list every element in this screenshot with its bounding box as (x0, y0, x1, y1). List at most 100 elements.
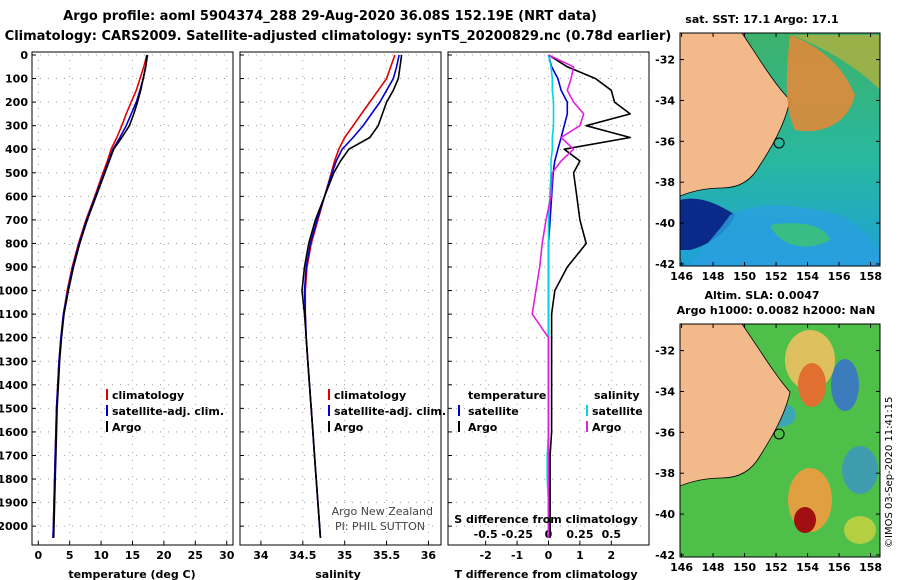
legend-title-salinity: salinity (594, 389, 640, 402)
s-tick-label: 0.5 (602, 528, 622, 541)
x-axes: 0 5 10 15 20 25 30 34 34.5 35 35.5 36 -2 -1 0 1 2 -0.5 -0.… (34, 528, 621, 562)
depth-tick-label: 1200 (0, 332, 28, 345)
x-tick-label: 34 (253, 549, 269, 562)
salinity-argo-line (301, 54, 403, 538)
depth-tick-label: 100 (5, 73, 28, 86)
s-tick-label: -0.25 (501, 528, 533, 541)
depth-tick-label: 900 (5, 261, 28, 274)
x-tick-label: -1 (511, 549, 523, 562)
legend-label-argo: Argo (334, 421, 364, 434)
lat-tick-label: -34 (655, 385, 675, 398)
depth-tick-label: 200 (5, 96, 28, 109)
depth-axis: 0 100 200 300 400 500 600 700 800 900 1000 1100 1200… (0, 49, 452, 533)
lon-tick-label: 152 (765, 270, 788, 283)
difference-series-group (531, 54, 632, 538)
legend-label-t-satellite: satellite (468, 405, 519, 418)
lat-tick-label: -42 (655, 258, 675, 271)
lon-tick-label: 156 (828, 561, 851, 574)
annotation-pi: PI: PHIL SUTTON (335, 520, 425, 533)
legend-title-temperature: temperature (468, 389, 546, 402)
sst-land (680, 33, 791, 197)
sst-map-frame (679, 32, 881, 267)
legend-label-climatology: climatology (334, 389, 406, 402)
lat-tick-label: -40 (655, 508, 675, 521)
sst-map-title: sat. SST: 17.1 Argo: 17.1 (685, 13, 838, 26)
title-line-1: Argo profile: aoml 5904374_288 29-Aug-20… (63, 9, 597, 24)
lat-tick-label: -36 (655, 135, 675, 148)
lon-tick-label: 158 (859, 270, 882, 283)
difference-salinity-satellite-line (546, 54, 555, 538)
sla-land (680, 324, 791, 487)
sst-warm-front (792, 35, 880, 90)
depth-tick-label: 600 (5, 190, 28, 203)
legend-label-t-argo: Argo (468, 421, 498, 434)
lon-tick-label: 158 (859, 561, 882, 574)
depth-tick-label: 300 (5, 120, 28, 133)
depth-tick-label: 400 (5, 143, 28, 156)
depth-tick-label: 1000 (0, 285, 28, 298)
float-location-marker (773, 428, 785, 440)
salinity-climatology-line (304, 54, 396, 538)
x-tick-label: 35 (337, 549, 352, 562)
x-tick-label: 30 (219, 549, 235, 562)
legend-swatch-s-argo (586, 421, 588, 432)
s-tick-label: 0.25 (566, 528, 593, 541)
sla-low-1 (831, 359, 859, 411)
lat-tick-label: -40 (655, 217, 675, 230)
x-tick-label: 10 (93, 549, 109, 562)
sla-high-4 (844, 516, 876, 544)
depth-tick-label: 1800 (0, 473, 28, 486)
sla-title-2: Argo h1000: 0.0082 h2000: NaN (677, 304, 876, 317)
salinity-legend: climatology satellite-adj. clim. Argo Ar… (328, 389, 446, 533)
legend-swatch-argo (106, 421, 108, 432)
lon-tick-label: 154 (796, 561, 819, 574)
depth-tick-label: 1600 (0, 426, 28, 439)
lat-tick-label: -38 (655, 176, 675, 189)
legend-label-satellite: satellite-adj. clim. (334, 405, 446, 418)
annotation-institution: Argo New Zealand (332, 505, 433, 518)
sla-map-frame (679, 323, 881, 558)
temperature-legend: climatology satellite-adj. clim. Argo (106, 389, 224, 434)
temperature-series-group (52, 54, 149, 538)
difference-salinity-argo-line (531, 54, 585, 538)
depth-tick-label: 2000 (0, 520, 28, 533)
sst-warm-eddy (786, 35, 855, 132)
legend-label-climatology: climatology (112, 389, 184, 402)
s-tick-label: -0.5 (474, 528, 498, 541)
x-tick-label: 0 (34, 549, 42, 562)
lat-tick-label: -32 (655, 345, 675, 358)
sst-map (680, 33, 880, 266)
salinity-panel-frame (239, 51, 442, 546)
profile-curves (52, 54, 632, 538)
x-tick-label: 0 (545, 549, 553, 562)
x-tick-label: 36 (421, 549, 437, 562)
sla-high-2 (798, 363, 826, 407)
s-difference-label: S difference from climatology (454, 513, 638, 526)
legend-swatch-s-satellite (586, 405, 588, 416)
legend-swatch-satellite (106, 405, 108, 416)
depth-tick-label: 800 (5, 237, 28, 250)
depth-tick-label: 1900 (0, 497, 28, 510)
sla-title-1: Altim. SLA: 0.0047 (704, 289, 819, 302)
depth-tick-label: 1400 (0, 379, 28, 392)
depth-tick-label: 1500 (0, 402, 28, 415)
depth-tick-label: 0 (20, 49, 28, 62)
lat-tick-label: -38 (655, 467, 675, 480)
difference-xlabel: T difference from climatology (454, 568, 637, 580)
difference-temperature-satellite-line (547, 54, 569, 538)
sla-map (680, 324, 880, 557)
title-line-2: Climatology: CARS2009. Satellite-adjuste… (5, 29, 672, 44)
legend-label-satellite: satellite-adj. clim. (112, 405, 224, 418)
grid-layer (32, 52, 649, 545)
lon-tick-label: 146 (670, 561, 693, 574)
legend-label-s-satellite: satellite (592, 405, 643, 418)
lon-tick-label: 150 (733, 561, 756, 574)
x-tick-label: 2 (607, 549, 615, 562)
legend-swatch-climatology (328, 389, 330, 400)
depth-tick-label: 1300 (0, 355, 28, 368)
lon-tick-label: 146 (670, 270, 693, 283)
difference-legend: temperature salinity satellite Argo sate… (458, 389, 643, 434)
copyright-stamp: ©IMOS 03-Sep-2020 11:41:15 (884, 397, 895, 548)
lat-tick-label: -32 (655, 54, 675, 67)
